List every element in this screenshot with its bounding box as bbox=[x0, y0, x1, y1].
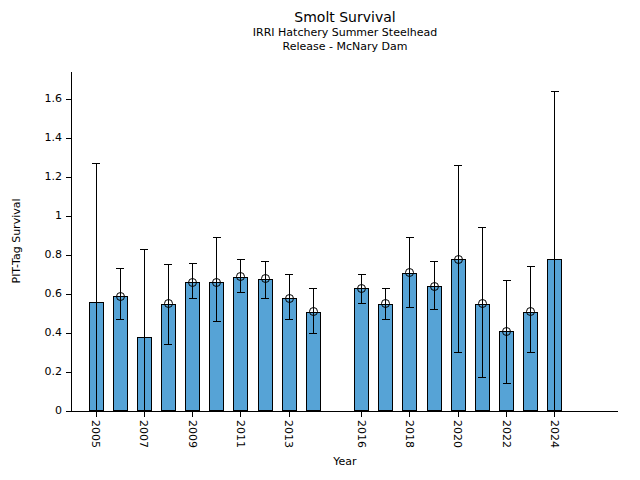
error-cap-low-2016 bbox=[358, 303, 366, 304]
error-bar-2007 bbox=[144, 249, 145, 411]
error-cap-low-2011 bbox=[237, 292, 245, 293]
bar-2009 bbox=[185, 282, 200, 411]
error-cap-low-2010 bbox=[213, 321, 221, 322]
y-tick-label: 1.6 bbox=[24, 93, 62, 105]
bar-2016 bbox=[354, 288, 369, 411]
x-tick-label-2005: 2005 bbox=[89, 420, 102, 448]
marker-circle-2019 bbox=[430, 282, 439, 291]
y-tick bbox=[66, 411, 71, 412]
chart-subtitle-1: IRRI Hatchery Summer Steelhead bbox=[72, 26, 618, 40]
error-cap-high-2005 bbox=[92, 163, 100, 164]
error-cap-low-2009 bbox=[189, 298, 197, 299]
y-tick bbox=[66, 216, 71, 217]
x-tick-label-2016: 2016 bbox=[355, 420, 368, 448]
y-axis-label: PIT-Tag Survival bbox=[10, 198, 23, 283]
y-tick-label: 1 bbox=[24, 210, 62, 222]
error-cap-low-2021 bbox=[478, 377, 486, 378]
error-cap-high-2017 bbox=[382, 288, 390, 289]
x-tick bbox=[144, 412, 145, 417]
y-tick-label: 0.4 bbox=[24, 327, 62, 339]
chart-subtitle-2: Release - McNary Dam bbox=[72, 40, 618, 54]
y-tick-label: 0.6 bbox=[24, 288, 62, 300]
x-tick bbox=[192, 412, 193, 417]
error-cap-high-2020 bbox=[454, 165, 462, 166]
error-cap-high-2016 bbox=[358, 274, 366, 275]
y-tick bbox=[66, 177, 71, 178]
error-cap-high-2023 bbox=[527, 266, 535, 267]
marker-circle-2013 bbox=[285, 294, 294, 303]
y-tick-label: 0 bbox=[24, 405, 62, 417]
error-cap-low-2017 bbox=[382, 319, 390, 320]
error-cap-high-2009 bbox=[189, 263, 197, 264]
error-cap-high-2011 bbox=[237, 259, 245, 260]
marker-circle-2016 bbox=[357, 284, 366, 293]
error-cap-high-2010 bbox=[213, 237, 221, 238]
y-tick bbox=[66, 333, 71, 334]
error-cap-high-2021 bbox=[478, 227, 486, 228]
x-tick-label-2022: 2022 bbox=[500, 420, 513, 448]
error-cap-low-2008 bbox=[164, 344, 172, 345]
bar-2017 bbox=[378, 304, 393, 411]
marker-circle-2020 bbox=[454, 255, 463, 264]
error-bar-2005 bbox=[96, 164, 97, 411]
error-cap-high-2018 bbox=[406, 237, 414, 238]
chart: Smolt Survival IRRI Hatchery Summer Stee… bbox=[0, 0, 640, 480]
x-tick-label-2009: 2009 bbox=[186, 420, 199, 448]
error-cap-high-2024 bbox=[551, 91, 559, 92]
x-axis-spine bbox=[71, 411, 618, 412]
x-tick-label-2018: 2018 bbox=[403, 420, 416, 448]
x-tick bbox=[506, 412, 507, 417]
bar-2012 bbox=[258, 279, 273, 411]
title-block: Smolt Survival IRRI Hatchery Summer Stee… bbox=[72, 8, 618, 54]
x-tick bbox=[96, 412, 97, 417]
error-cap-low-2022 bbox=[503, 383, 511, 384]
marker-circle-2006 bbox=[116, 292, 125, 301]
error-cap-low-2018 bbox=[406, 307, 414, 308]
y-tick bbox=[66, 294, 71, 295]
x-tick bbox=[409, 412, 410, 417]
error-cap-high-2007 bbox=[140, 249, 148, 250]
x-axis-label: Year bbox=[72, 455, 618, 468]
error-cap-high-2013 bbox=[285, 274, 293, 275]
error-cap-low-2006 bbox=[116, 319, 124, 320]
error-cap-low-2020 bbox=[454, 352, 462, 353]
y-tick bbox=[66, 99, 71, 100]
marker-circle-2022 bbox=[502, 327, 511, 336]
error-cap-high-2006 bbox=[116, 268, 124, 269]
x-tick-label-2007: 2007 bbox=[137, 420, 150, 448]
x-tick bbox=[361, 412, 362, 417]
plot-area bbox=[72, 72, 618, 411]
chart-title: Smolt Survival bbox=[72, 8, 618, 26]
y-tick-label: 1.2 bbox=[24, 171, 62, 183]
x-tick-label-2024: 2024 bbox=[548, 420, 561, 448]
x-tick-label-2020: 2020 bbox=[451, 420, 464, 448]
error-cap-high-2008 bbox=[164, 264, 172, 265]
error-cap-low-2012 bbox=[261, 298, 269, 299]
error-cap-high-2022 bbox=[503, 280, 511, 281]
error-cap-low-2014 bbox=[309, 333, 317, 334]
y-tick bbox=[66, 372, 71, 373]
error-cap-high-2019 bbox=[430, 261, 438, 262]
x-tick bbox=[458, 412, 459, 417]
marker-circle-2009 bbox=[188, 278, 197, 287]
error-bar-2024 bbox=[554, 92, 555, 411]
y-tick-label: 1.4 bbox=[24, 132, 62, 144]
bar-2011 bbox=[233, 277, 248, 411]
error-cap-low-2023 bbox=[527, 352, 535, 353]
error-cap-low-2019 bbox=[430, 309, 438, 310]
marker-circle-2012 bbox=[261, 274, 270, 283]
y-tick bbox=[66, 255, 71, 256]
x-tick-label-2013: 2013 bbox=[282, 420, 295, 448]
error-cap-high-2014 bbox=[309, 288, 317, 289]
marker-circle-2014 bbox=[309, 307, 318, 316]
x-tick bbox=[289, 412, 290, 417]
y-tick-label: 0.2 bbox=[24, 366, 62, 378]
y-tick-label: 0.8 bbox=[24, 249, 62, 261]
x-tick bbox=[240, 412, 241, 417]
x-tick bbox=[554, 412, 555, 417]
y-tick bbox=[66, 138, 71, 139]
error-cap-high-2012 bbox=[261, 261, 269, 262]
x-tick-label-2011: 2011 bbox=[234, 420, 247, 448]
error-cap-low-2013 bbox=[285, 319, 293, 320]
